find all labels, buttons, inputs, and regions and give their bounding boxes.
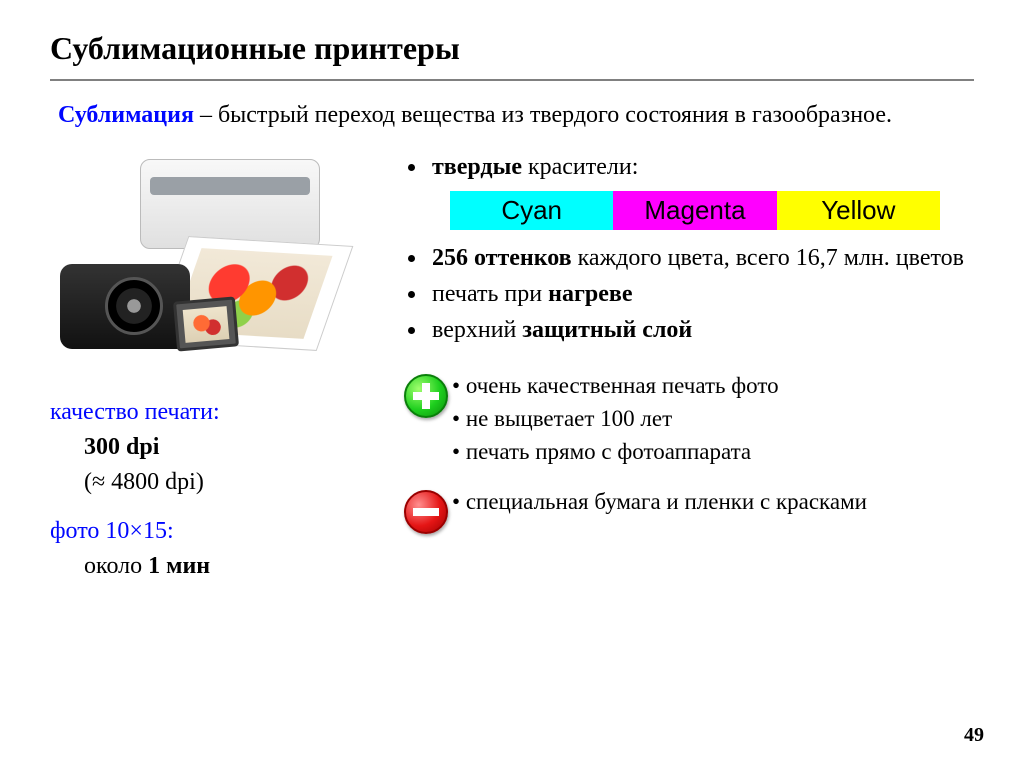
bullet-layer: верхний защитный слой	[428, 312, 974, 348]
photo-label: фото 10×15:	[50, 514, 380, 549]
bullet-shades-bold: 256 оттенков	[432, 245, 572, 271]
bullet-heating: печать при нагреве	[428, 276, 974, 312]
printer-body	[140, 159, 320, 249]
plus-icon	[404, 374, 448, 418]
pros-row: очень качественная печать фотоне выцвета…	[400, 370, 974, 468]
camera-screen	[173, 297, 239, 352]
printer-slot	[150, 177, 310, 195]
cons-row: специальная бумага и пленки с красками	[400, 486, 974, 534]
bullet-heating-pre: печать при	[432, 281, 548, 307]
color-cell-magenta: Magenta	[613, 191, 776, 230]
camera-screen-content	[182, 306, 230, 343]
bullet-layer-pre: верхний	[432, 317, 522, 343]
bullet-dyes: твердые красители:	[428, 149, 974, 185]
page-number: 49	[964, 724, 984, 747]
bullet-dyes-bold: твердые	[432, 154, 522, 180]
intro-term: Сублимация	[58, 102, 194, 128]
intro-paragraph: Сублимация – быстрый переход вещества из…	[50, 99, 974, 131]
pros-item: печать прямо с фотоаппарата	[452, 436, 779, 469]
bullet-layer-bold: защитный слой	[522, 317, 692, 343]
photo-value-bold: 1 мин	[148, 553, 210, 579]
pros-list: очень качественная печать фотоне выцвета…	[452, 370, 779, 468]
minus-icon	[404, 490, 448, 534]
camera-lens	[105, 277, 163, 335]
bullet-shades-rest: каждого цвета, всего 16,7 млн. цветов	[572, 245, 964, 271]
bullet-dyes-rest: красители:	[522, 154, 638, 180]
cons-item: специальная бумага и пленки с красками	[452, 486, 867, 519]
specs-block: качество печати: 300 dpi (≈ 4800 dpi) фо…	[50, 395, 380, 583]
color-row: CyanMagentaYellow	[450, 191, 940, 230]
color-cell-cyan: Cyan	[450, 191, 613, 230]
cons-list: специальная бумага и пленки с красками	[452, 486, 867, 519]
photo-value-pre: около	[84, 553, 148, 579]
title-divider	[50, 79, 974, 81]
printer-camera-illustration	[50, 149, 360, 369]
pros-item: очень качественная печать фото	[452, 370, 779, 403]
quality-value-note: (≈ 4800 dpi)	[84, 469, 204, 495]
intro-rest: – быстрый переход вещества из твердого с…	[194, 102, 892, 128]
bullet-heating-bold: нагреве	[548, 281, 632, 307]
pros-item: не выцветает 100 лет	[452, 403, 779, 436]
color-cell-yellow: Yellow	[777, 191, 940, 230]
quality-value-bold: 300 dpi	[84, 434, 159, 460]
quality-label: качество печати:	[50, 395, 380, 430]
slide-title: Сублимационные принтеры	[50, 30, 974, 67]
bullet-shades: 256 оттенков каждого цвета, всего 16,7 м…	[428, 240, 974, 276]
